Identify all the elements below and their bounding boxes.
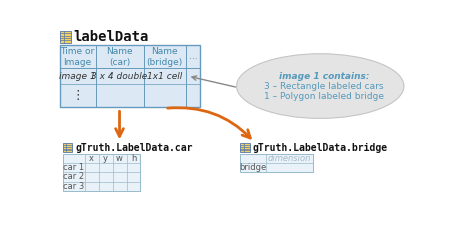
Bar [60, 45, 200, 107]
Bar [63, 154, 140, 191]
Bar [60, 31, 71, 43]
Text: 3 – Rectangle labeled cars: 3 – Rectangle labeled cars [264, 82, 384, 91]
Text: Name
(car): Name (car) [106, 47, 133, 67]
Bar [63, 143, 72, 152]
Text: h: h [131, 154, 136, 163]
Text: 1 – Polygon labeled bridge: 1 – Polygon labeled bridge [264, 92, 384, 101]
Bar [241, 143, 250, 152]
Text: car 2: car 2 [63, 173, 84, 181]
Text: gTruth.LabelData.car: gTruth.LabelData.car [75, 143, 193, 153]
Text: ...: ... [189, 52, 197, 61]
Text: Time or
Image: Time or Image [60, 47, 95, 67]
Text: ⋮: ⋮ [71, 89, 84, 102]
Text: image 1 contains:: image 1 contains: [279, 72, 370, 80]
Text: gTruth.LabelData.bridge: gTruth.LabelData.bridge [253, 143, 388, 153]
Text: x: x [89, 154, 94, 163]
Text: 3 x 4 double: 3 x 4 double [91, 72, 148, 80]
Ellipse shape [237, 54, 404, 118]
Text: 1x1 cell: 1x1 cell [147, 72, 183, 80]
Bar [241, 154, 312, 172]
Text: car 3: car 3 [63, 182, 84, 191]
Text: bridge: bridge [240, 163, 267, 172]
Text: Name
(bridge): Name (bridge) [147, 47, 183, 67]
Text: y: y [103, 154, 108, 163]
Text: image 1: image 1 [59, 72, 96, 80]
Text: w: w [116, 154, 123, 163]
Text: car 1: car 1 [63, 163, 84, 172]
Text: dimension: dimension [267, 154, 311, 163]
Text: labelData: labelData [74, 30, 149, 44]
